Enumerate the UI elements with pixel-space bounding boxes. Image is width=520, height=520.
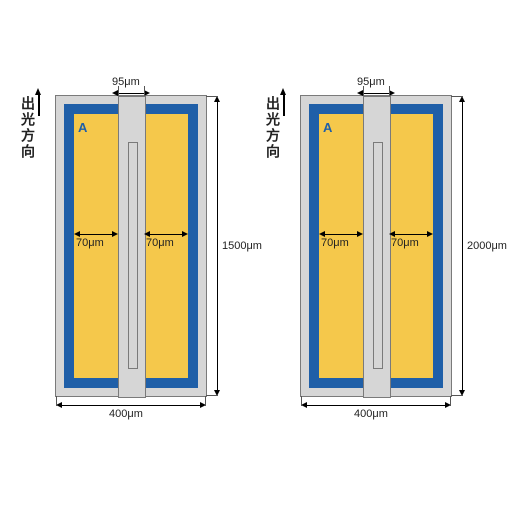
- bottom-dim-label: 400μm: [354, 408, 388, 420]
- outer-frame: A95μm70μm70μm400μm1500μm出光方向: [55, 95, 207, 397]
- region-label: A: [78, 120, 87, 135]
- device-diagram: A95μm70μm70μm400μm2000μm出光方向: [300, 95, 450, 395]
- center-strip: [118, 96, 146, 398]
- direction-arrow-shaft: [283, 94, 285, 116]
- height-dim-label: 2000μm: [467, 240, 507, 252]
- outer-frame: A95μm70μm70μm400μm2000μm出光方向: [300, 95, 452, 397]
- center-strip: [363, 96, 391, 398]
- light-direction-label: 出光方向: [263, 96, 283, 160]
- height-dim-arrow: [459, 96, 465, 396]
- height-dim-arrow: [214, 96, 220, 396]
- region-label: A: [323, 120, 332, 135]
- top-dim-label: 95μm: [112, 76, 140, 88]
- height-dim-label: 1500μm: [222, 240, 262, 252]
- bottom-dim-label: 400μm: [109, 408, 143, 420]
- right-inner-dim-label: 70μm: [391, 237, 419, 249]
- direction-arrow-head: [35, 88, 41, 95]
- left-inner-dim-label: 70μm: [321, 237, 349, 249]
- light-direction-label: 出光方向: [18, 96, 38, 160]
- left-inner-dim-label: 70μm: [76, 237, 104, 249]
- direction-arrow-head: [280, 88, 286, 95]
- direction-arrow-shaft: [38, 94, 40, 116]
- device-diagram: A95μm70μm70μm400μm1500μm出光方向: [55, 95, 205, 395]
- right-inner-dim-label: 70μm: [146, 237, 174, 249]
- inner-slot: [373, 142, 383, 369]
- inner-slot: [128, 142, 138, 369]
- top-dim-label: 95μm: [357, 76, 385, 88]
